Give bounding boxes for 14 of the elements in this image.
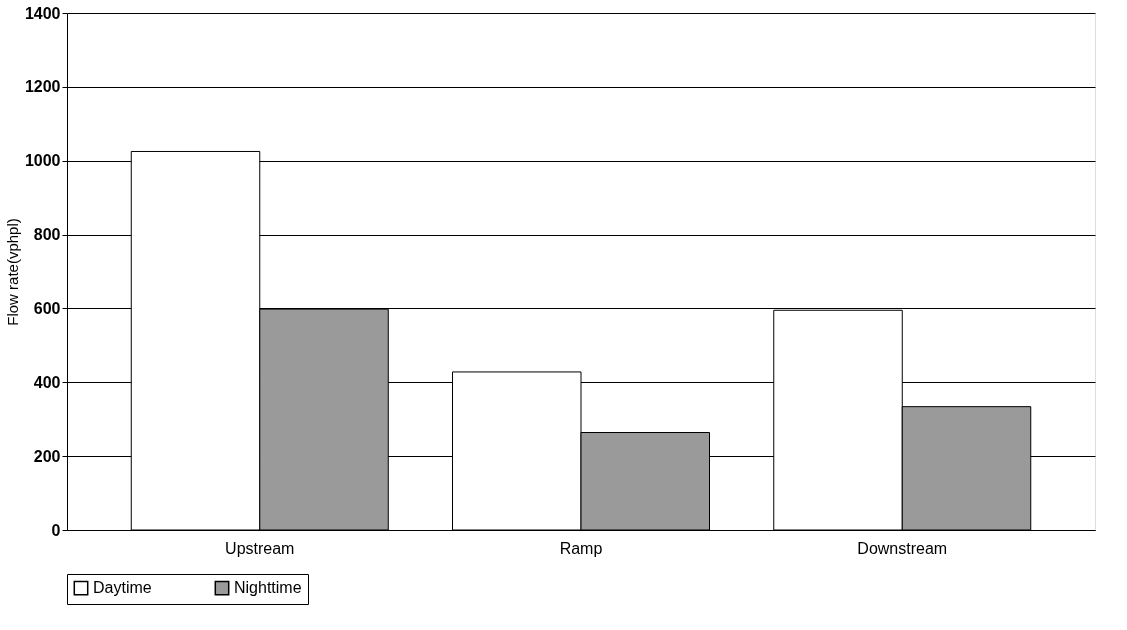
y-tick-label: 400 bbox=[33, 373, 61, 391]
y-tick-label: 1000 bbox=[24, 152, 61, 170]
x-tick-label: Ramp bbox=[559, 539, 603, 557]
y-axis-title: Flow rate(vphpl) bbox=[3, 218, 21, 326]
y-tick-label: 1400 bbox=[24, 4, 61, 22]
x-tick-label: Upstream bbox=[225, 539, 295, 557]
y-tick-label: 200 bbox=[33, 447, 61, 465]
y-tick-label: 800 bbox=[33, 226, 61, 244]
y-tick-label: 600 bbox=[33, 299, 61, 317]
x-tick-label: Downstream bbox=[857, 539, 948, 557]
y-tick-label: 0 bbox=[51, 521, 61, 539]
legend-label: Nighttime bbox=[234, 579, 302, 597]
legend-label: Daytime bbox=[93, 579, 152, 597]
y-tick-label: 1200 bbox=[24, 78, 61, 96]
